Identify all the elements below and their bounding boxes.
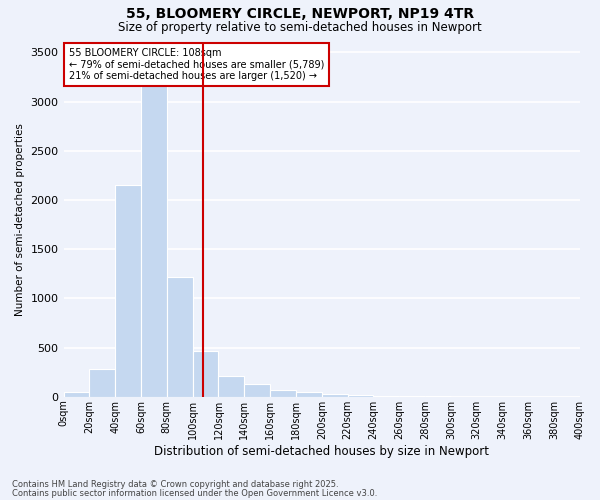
Bar — [373, 396, 399, 397]
Bar — [89, 369, 115, 397]
Text: Size of property relative to semi-detached houses in Newport: Size of property relative to semi-detach… — [118, 21, 482, 34]
Bar — [322, 394, 347, 397]
Bar — [167, 276, 193, 397]
Bar — [347, 395, 373, 397]
Y-axis label: Number of semi-detached properties: Number of semi-detached properties — [15, 123, 25, 316]
Bar — [296, 392, 322, 397]
Bar — [115, 185, 141, 397]
Bar — [270, 390, 296, 397]
X-axis label: Distribution of semi-detached houses by size in Newport: Distribution of semi-detached houses by … — [154, 444, 489, 458]
Text: Contains HM Land Registry data © Crown copyright and database right 2025.: Contains HM Land Registry data © Crown c… — [12, 480, 338, 489]
Bar — [244, 384, 270, 397]
Text: Contains public sector information licensed under the Open Government Licence v3: Contains public sector information licen… — [12, 489, 377, 498]
Bar — [64, 392, 89, 397]
Bar — [141, 72, 167, 397]
Text: 55, BLOOMERY CIRCLE, NEWPORT, NP19 4TR: 55, BLOOMERY CIRCLE, NEWPORT, NP19 4TR — [126, 8, 474, 22]
Text: 55 BLOOMERY CIRCLE: 108sqm
← 79% of semi-detached houses are smaller (5,789)
21%: 55 BLOOMERY CIRCLE: 108sqm ← 79% of semi… — [69, 48, 324, 81]
Bar — [218, 376, 244, 397]
Bar — [193, 350, 218, 397]
